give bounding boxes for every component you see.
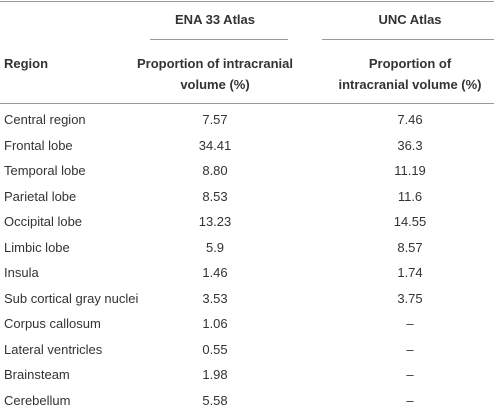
rule — [150, 39, 288, 40]
region-cell: Lateral ventricles — [4, 341, 103, 357]
value-cell: 34.41 — [198, 137, 232, 153]
value-cell: – — [406, 392, 414, 408]
value-cell: 7.57 — [202, 112, 228, 127]
region-cell: Brainsteam — [4, 367, 70, 382]
value-cell: 8.57 — [397, 239, 423, 255]
value-cell: 8.53 — [202, 188, 228, 204]
region-cell: Frontal lobe — [4, 137, 73, 153]
value-cell: 5.9 — [205, 239, 225, 255]
value-cell: 1.98 — [202, 367, 228, 382]
region-cell: Occipital lobe — [4, 214, 83, 229]
group-header: ENA 33 Atlas — [175, 12, 255, 27]
region-cell: Parietal lobe — [4, 188, 77, 204]
region-cell: Insula — [4, 265, 39, 280]
region-cell: Cerebellum — [4, 392, 71, 408]
value-cell: 8.80 — [202, 163, 228, 178]
value-cell: 36.3 — [397, 137, 423, 153]
column-header: volume (%) — [180, 77, 250, 92]
rule — [0, 103, 494, 104]
value-cell: 13.23 — [198, 214, 232, 229]
value-cell: 11.19 — [394, 163, 426, 178]
region-cell: Corpus callosum — [4, 316, 101, 331]
value-cell: – — [406, 316, 414, 331]
value-cell: 5.58 — [202, 392, 228, 408]
value-cell: 3.75 — [397, 290, 423, 306]
value-cell: 11.6 — [397, 188, 423, 204]
value-cell: 0.55 — [202, 341, 228, 357]
value-cell: 1.06 — [202, 316, 228, 331]
column-header: Proportion of — [368, 56, 452, 71]
rule — [0, 1, 494, 2]
region-cell: Limbic lobe — [4, 239, 70, 255]
group-header: UNC Atlas — [378, 12, 442, 27]
value-cell: 1.74 — [397, 265, 423, 280]
rule — [322, 39, 494, 40]
value-cell: 14.55 — [393, 214, 427, 229]
value-cell: 1.46 — [202, 265, 228, 280]
region-cell: Central region — [4, 112, 86, 127]
region-header: Region — [4, 56, 49, 71]
value-cell: 7.46 — [397, 112, 423, 127]
column-header: Proportion of intracranial — [136, 56, 294, 71]
value-cell: – — [406, 341, 414, 357]
column-header: intracranial volume (%) — [338, 77, 482, 92]
value-cell: 3.53 — [202, 290, 228, 306]
value-cell: – — [406, 367, 414, 382]
region-cell: Temporal lobe — [4, 163, 86, 178]
region-cell: Sub cortical gray nuclei — [4, 290, 139, 306]
